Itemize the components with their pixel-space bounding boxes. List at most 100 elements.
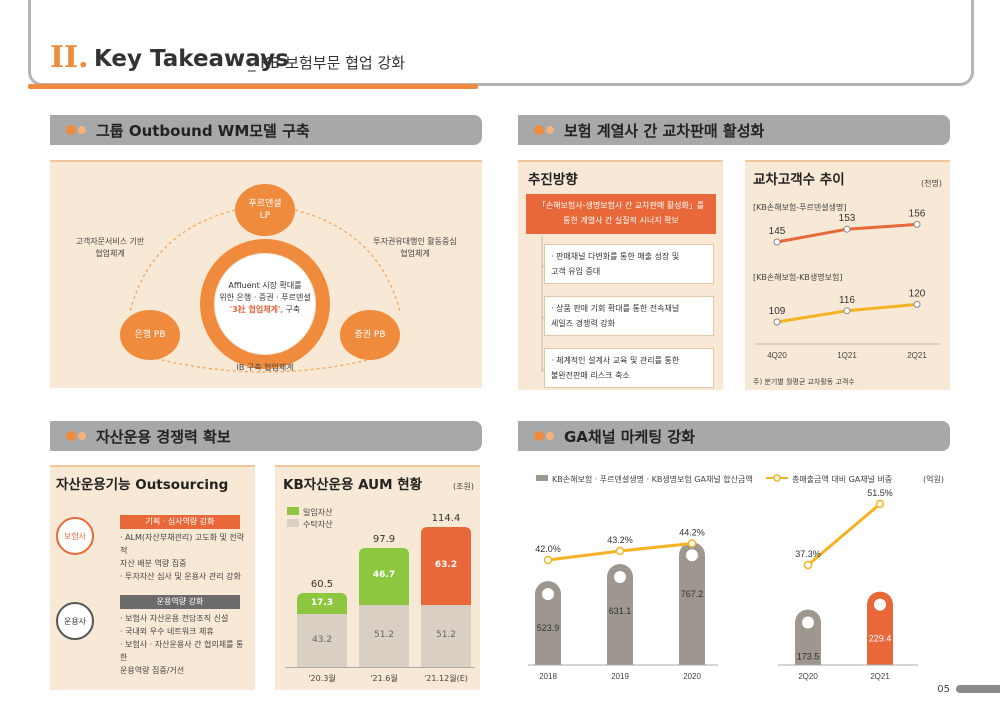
share-point <box>687 539 697 548</box>
bottom-label: IB 구축 협업체계 <box>236 363 294 372</box>
center-text: Affluent 시장 확대를 위한 은행 · 증권 · 푸르덴셜 '3社 협업… <box>219 281 311 314</box>
bar-cap-dot <box>686 549 698 562</box>
right-label: 투자권유대행인 활동중심 협업체계 <box>373 237 457 258</box>
section-header-wm: 그룹 Outbound WM모델 구축 <box>50 115 482 145</box>
cross-series1-label: [KB손해보험-푸르덴셜생명] <box>753 203 847 212</box>
bar-trust <box>359 604 409 667</box>
header-accent-line <box>28 84 478 89</box>
page-subtitle: _ KB 보험부문 협업 강화 <box>248 54 406 72</box>
bar-value: 229.4 <box>869 634 892 644</box>
data-label: 156 <box>909 208 926 219</box>
x-tick-label: 2019 <box>611 672 629 681</box>
share-label: 37.3% <box>795 549 821 559</box>
bar-value: 523.9 <box>537 623 560 633</box>
bullet-dots-icon <box>534 125 554 135</box>
promo-panel: 추진방향 「손해보험사-생명보험사 간 교차판매 활성화」를 통한 계열사 간 … <box>518 160 723 390</box>
legend-swatch-discretionary <box>287 507 299 515</box>
data-point <box>913 300 921 308</box>
x-tick-label: '21.6월 <box>370 674 398 683</box>
section-title: 자산운용 경쟁력 확보 <box>96 427 231 446</box>
value-trust: 51.2 <box>373 629 395 640</box>
bullet-dots-icon <box>66 125 86 135</box>
legend-swatch-trust <box>287 519 299 527</box>
promo-item: · 상품 판매 기회 확대를 통한 전속채널 세일즈 경쟁력 강화 <box>544 296 714 336</box>
aum-bar-chart: 43.2 17.3 60.5 '20.3월 51.2 46.7 97.9 '21.6월 51.2… <box>275 467 480 692</box>
share-label: 51.5% <box>867 488 893 498</box>
section-title: 보험 계열사 간 교차판매 활성화 <box>564 121 765 140</box>
section-header-crosssell: 보험 계열사 간 교차판매 활성화 <box>518 115 950 145</box>
insurer-circle: 보험사 <box>56 517 94 555</box>
x-tick-label: '21.12월(E) <box>424 674 468 683</box>
ga-combo-chart: 523.9 2018 631.1 2019 767.2 2020 173.5 2Q20 229.… <box>528 488 918 681</box>
prudential-lp-circle: 푸르덴셜 LP <box>235 184 295 236</box>
legend-label: 수탁자산 <box>303 520 333 529</box>
value-trust: 51.2 <box>435 629 457 640</box>
share-point <box>543 555 553 565</box>
page-tab <box>956 685 1000 693</box>
box2-title: 운용역량 강화 <box>120 595 240 609</box>
x-tick-label: 2Q20 <box>798 672 818 681</box>
cross-title: 교차고객수 추이 <box>753 172 845 188</box>
data-label: 116 <box>839 295 855 306</box>
left-label: 고객자문서비스 기반 협업체계 <box>75 237 145 258</box>
bar-value: 173.5 <box>797 651 820 661</box>
bar-cap-dot <box>874 598 886 611</box>
data-point <box>843 225 851 233</box>
legend-swatch-bar <box>536 475 548 481</box>
bar-value: 767.2 <box>681 589 704 599</box>
manager-circle: 운용사 <box>56 602 94 640</box>
data-label: 109 <box>769 306 786 317</box>
box2-items: · 보험사 자산운용 전담조직 신설 · 국내외 우수 네트워크 제휴 · 보험… <box>120 614 244 675</box>
ga-panel: KB손해보험 · 푸르덴셜생명 · KB생명보험 GA채널 합산금액 총매출금액… <box>518 465 950 690</box>
data-point <box>773 318 781 326</box>
page-number: 05 <box>937 684 950 695</box>
legend-line-icon <box>766 474 788 482</box>
x-tick-label: 2018 <box>539 672 557 681</box>
value-discretionary: 17.3 <box>310 597 334 608</box>
cross-line-chart: 145 153 156 109 116 120 4Q20 1Q21 2Q21 <box>755 208 940 360</box>
bar-trust <box>297 614 347 667</box>
promo-item: · 판매채널 다변화를 통한 매출 성장 및 고객 유입 증대 <box>544 244 714 284</box>
header-frame <box>28 0 974 86</box>
x-tick-label: 4Q20 <box>767 351 787 360</box>
data-label: 153 <box>839 213 856 224</box>
data-label: 120 <box>909 288 926 299</box>
outsourcing-panel: 자산운용기능 Outsourcing 보험사 운용사 기획 · 심사역량 강화 … <box>50 465 255 690</box>
share-point <box>875 499 885 509</box>
data-point <box>913 220 921 228</box>
share-label: 43.2% <box>607 535 633 545</box>
bank-pb-circle: 은행 PB <box>120 310 180 360</box>
share-label: 44.2% <box>679 528 705 538</box>
x-tick-label: 2Q21 <box>870 672 890 681</box>
share-point <box>803 560 813 570</box>
bar <box>607 564 633 665</box>
wm-diagram <box>129 209 401 373</box>
x-tick-label: 2Q21 <box>907 351 927 360</box>
ga-legend-line: 총매출금액 대비 GA채널 비중 <box>792 475 893 484</box>
cross-series2-label: [KB손해보험-KB생명보험] <box>753 273 843 282</box>
share-label: 42.0% <box>535 544 561 554</box>
value-total: 114.4 <box>431 513 461 525</box>
bar-discretionary <box>421 527 471 605</box>
section-title: GA채널 마케팅 강화 <box>564 427 695 446</box>
cross-unit: (천명) <box>921 179 942 188</box>
promo-item: · 체계적인 설계사 교육 및 관리를 통한 불완전판매 리스크 축소 <box>544 348 714 388</box>
bar <box>867 591 893 665</box>
aum-unit: (조원) <box>453 482 474 491</box>
wm-panel: 푸르덴셜 LP 은행 PB 증권 PB Affluent 시장 확대를 위한 은… <box>50 160 482 388</box>
outsourcing-title: 자산운용기능 Outsourcing <box>56 477 229 493</box>
securities-pb-circle: 증권 PB <box>340 310 400 360</box>
bar-trust <box>421 604 471 667</box>
bullet-dots-icon <box>66 431 86 441</box>
section-number: II. <box>50 40 89 75</box>
box1-items: · ALM(자산부채관리) 고도화 및 전략적 자산 배분 역량 집중 · 투자… <box>120 533 245 581</box>
promo-title: 추진방향 <box>528 172 578 188</box>
bar-cap-dot <box>542 588 554 601</box>
value-discretionary: 46.7 <box>372 570 396 581</box>
share-line <box>807 502 881 567</box>
value-discretionary: 63.2 <box>434 559 458 570</box>
aum-panel: KB자산운용 AUM 현황 (조원) 일임자산 수탁자산 43.2 17.3 60.… <box>275 465 480 690</box>
bar <box>535 581 561 665</box>
bar-cap-dot <box>614 571 626 584</box>
x-tick-label: '20.3월 <box>308 674 336 683</box>
